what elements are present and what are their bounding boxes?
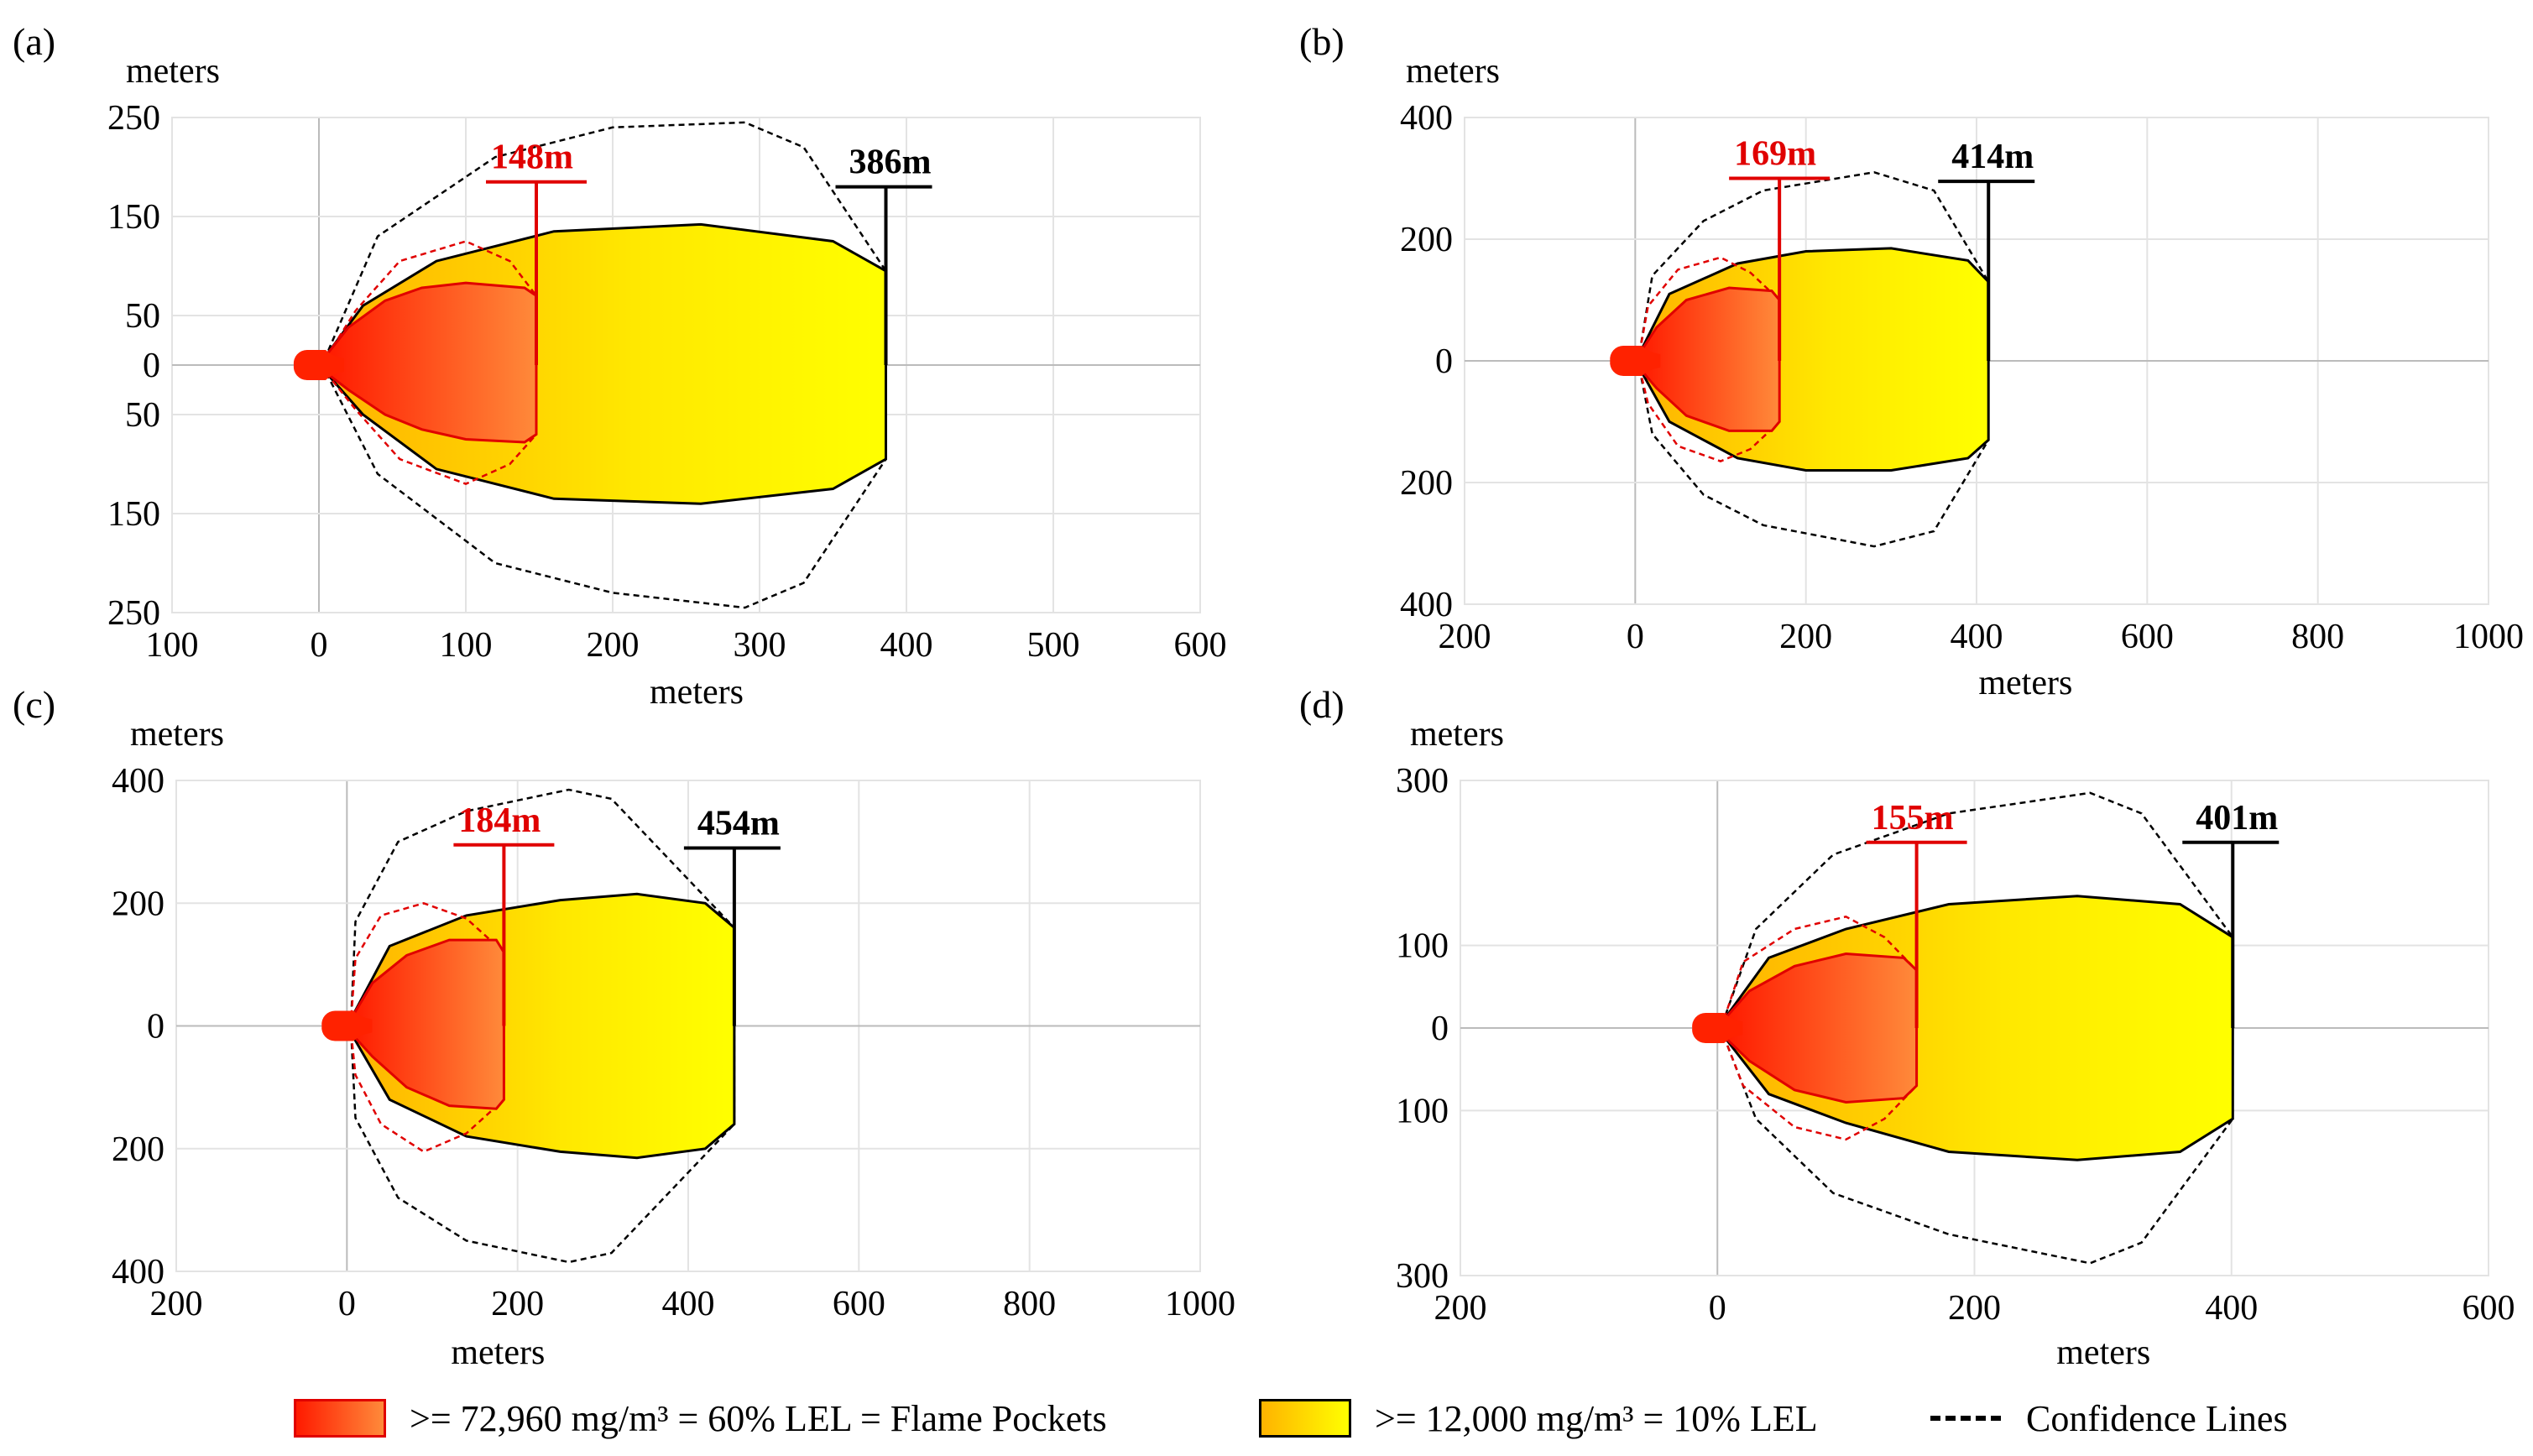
lel10-length-label: 401m	[2196, 799, 2278, 838]
x-tick-label: 400	[2205, 1289, 2258, 1328]
y-tick-label: 150	[107, 495, 160, 534]
x-tick-label: 600	[2121, 618, 2174, 656]
legend-item-lel10: >= 12,000 mg/m³ = 10% LEL	[1259, 1380, 1818, 1456]
y-tick-label: 250	[107, 594, 160, 633]
chart-panel: (b) meters meters 200 0 200 400 600 800 1000 400 20…	[1299, 20, 2524, 702]
x-tick-label: 400	[662, 1285, 715, 1323]
y-tick-label: 400	[1400, 586, 1453, 624]
legend-label-confidence: Confidence Lines	[2026, 1397, 2288, 1440]
x-tick-label: 500	[1027, 626, 1080, 665]
x-tick-label: 400	[880, 626, 933, 665]
x-tick-label: 200	[587, 626, 640, 665]
x-tick-label: 200	[491, 1285, 544, 1323]
y-tick-label: 100	[1396, 927, 1449, 966]
flame-pocket-length-label: 169m	[1734, 135, 1816, 174]
lel10-swatch	[1259, 1399, 1351, 1438]
x-axis-label: meters	[650, 673, 744, 712]
x-axis-label: meters	[451, 1333, 545, 1372]
y-tick-label: 200	[112, 885, 165, 923]
x-axis-label: meters	[2056, 1333, 2150, 1372]
x-tick-label: 800	[2291, 618, 2344, 656]
y-tick-label: 50	[125, 297, 160, 336]
x-axis-label: meters	[1978, 664, 2072, 702]
y-tick-label: 300	[1396, 1257, 1449, 1296]
x-tick-label: 100	[440, 626, 493, 665]
chart-panel: (c) meters meters 200 0 200 400 600 800 1000 400 20…	[13, 683, 1235, 1372]
y-tick-label: 0	[1435, 342, 1453, 381]
lel10-length-label: 454m	[697, 804, 780, 843]
y-tick-label: 300	[1396, 762, 1449, 801]
x-tick-label: 200	[1948, 1289, 2001, 1328]
x-tick-label: 0	[311, 626, 328, 665]
y-axis-label: meters	[1410, 715, 1504, 754]
y-tick-label: 0	[1431, 1010, 1449, 1048]
x-tick-label: 1000	[1165, 1285, 1235, 1323]
y-tick-label: 150	[107, 198, 160, 237]
y-tick-label: 250	[107, 99, 160, 138]
y-tick-label: 400	[112, 1253, 165, 1292]
lel10-length-label: 414m	[1951, 138, 2034, 176]
legend-label-lel10: >= 12,000 mg/m³ = 10% LEL	[1375, 1397, 1818, 1440]
flame-pocket-swatch	[294, 1399, 386, 1438]
x-tick-label: 0	[1709, 1289, 1726, 1328]
flame-pocket-length-label: 155m	[1872, 799, 1954, 838]
y-axis-label: meters	[130, 715, 224, 754]
confidence-line-swatch	[1930, 1416, 2001, 1421]
y-tick-label: 200	[1400, 464, 1453, 503]
x-tick-label: 600	[1174, 626, 1227, 665]
x-tick-label: 0	[338, 1285, 356, 1323]
x-tick-label: 1000	[2453, 618, 2524, 656]
y-tick-label: 400	[1400, 99, 1453, 138]
x-tick-label: 400	[1951, 618, 2003, 656]
legend-label-flame-pockets: >= 72,960 mg/m³ = 60% LEL = Flame Pocket…	[410, 1397, 1107, 1440]
x-tick-label: 200	[1779, 618, 1832, 656]
lel10-length-label: 386m	[849, 144, 932, 182]
flame-pocket-length-label: 148m	[491, 138, 573, 177]
x-tick-label: 600	[833, 1285, 885, 1323]
panel-label: (a)	[13, 20, 55, 63]
y-tick-label: 50	[125, 396, 160, 435]
flame-pocket-length-label: 184m	[458, 801, 541, 840]
y-tick-label: 200	[112, 1130, 165, 1169]
y-axis-label: meters	[126, 52, 220, 91]
y-tick-label: 100	[1396, 1092, 1449, 1130]
x-tick-label: 300	[734, 626, 786, 665]
legend-item-confidence: Confidence Lines	[1930, 1380, 2288, 1456]
x-tick-label: 0	[1627, 618, 1644, 656]
x-tick-label: 600	[2462, 1289, 2515, 1328]
panel-label: (c)	[13, 683, 55, 726]
y-tick-label: 0	[143, 347, 160, 385]
y-axis-label: meters	[1406, 52, 1500, 91]
y-tick-label: 0	[147, 1008, 165, 1046]
legend: >= 72,960 mg/m³ = 60% LEL = Flame Pocket…	[0, 1380, 2533, 1456]
panel-label: (d)	[1299, 683, 1345, 726]
x-tick-label: 800	[1003, 1285, 1056, 1323]
y-tick-label: 400	[112, 762, 165, 801]
legend-item-flame-pockets: >= 72,960 mg/m³ = 60% LEL = Flame Pocket…	[294, 1380, 1107, 1456]
panel-label: (b)	[1299, 20, 1345, 63]
y-tick-label: 200	[1400, 221, 1453, 259]
